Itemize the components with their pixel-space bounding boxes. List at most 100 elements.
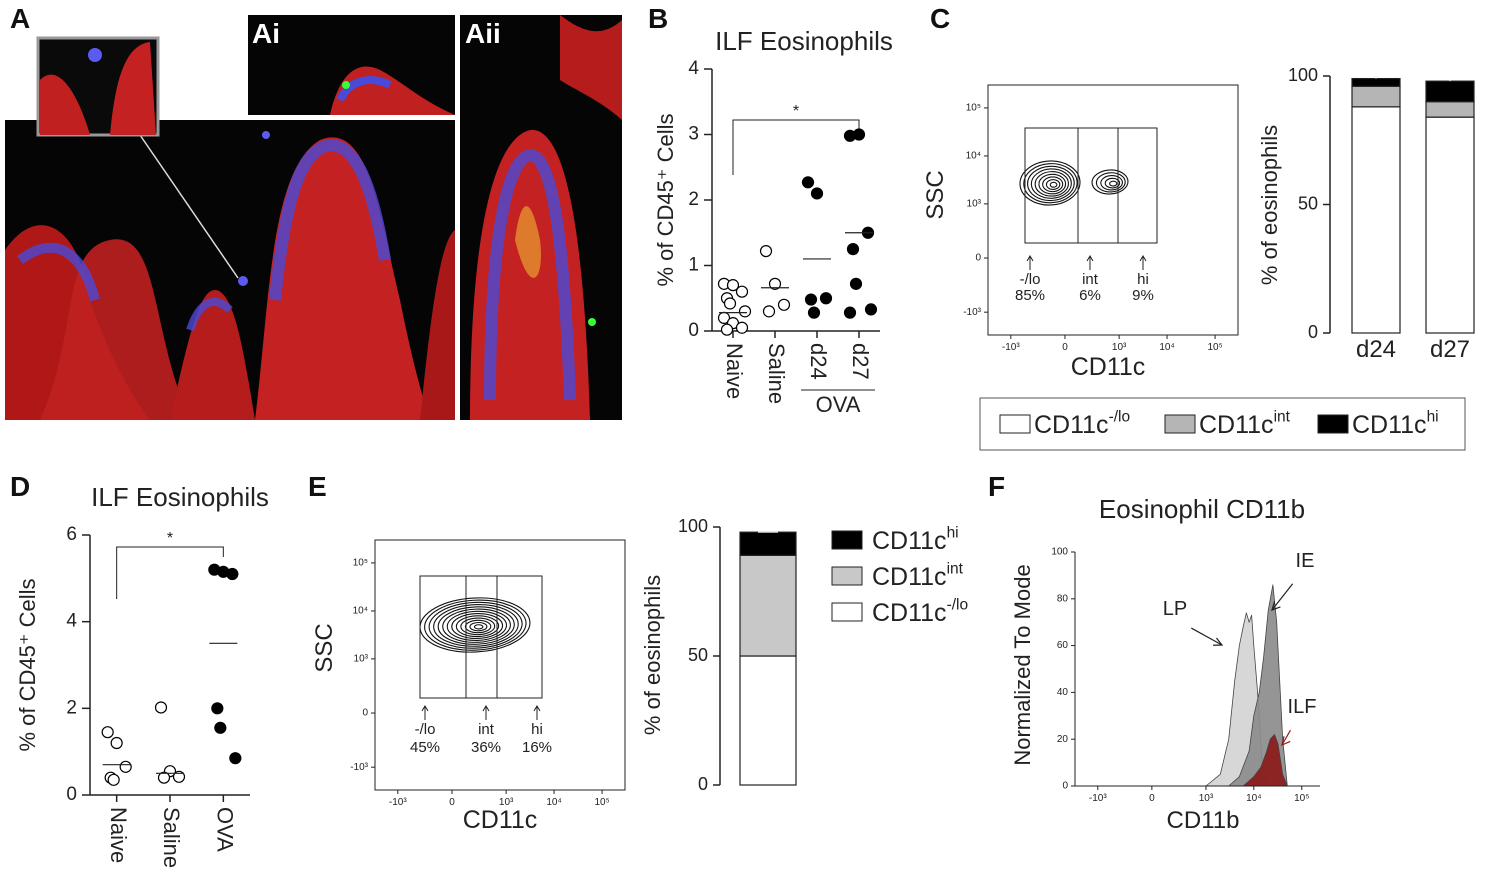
x-tick-label: Saline [159,807,184,868]
contour [1095,172,1126,193]
legend-swatch [1317,414,1349,434]
series-label: ILF [1288,696,1317,718]
contour [1109,180,1118,187]
x-tick-label: d24 [806,343,831,380]
y-axis-label: % of CD45⁺ Cells [653,113,678,286]
data-point [762,305,776,318]
y-tick-label: 0 [698,774,708,794]
x-tick-label: 0 [1062,342,1068,353]
legend-superscript: hi [947,524,959,541]
arrow-head [1213,637,1224,646]
y-axis-label: SSC [922,170,949,219]
x-tick-label: Saline [764,343,789,404]
group-label: OVA [816,392,861,417]
data-point [864,303,878,316]
y-tick-label: 0 [688,320,699,341]
data-point [110,736,123,750]
data-point [720,323,734,336]
x-tick-label: -10³ [1002,342,1020,353]
arrow [1191,627,1223,646]
chart-title: ILF Eosinophils [91,482,269,512]
data-point [172,770,186,783]
bar-segment [1351,85,1401,108]
y-tick-label: 50 [688,645,708,665]
significance-bracket [116,546,224,599]
contour [1027,165,1075,202]
legend-swatch [1164,414,1196,434]
contour [424,599,527,651]
bar-segment [1351,106,1401,334]
y-axis-label: Normalized To Mode [1010,564,1035,765]
data-point [214,721,227,734]
legend-superscript: int [1274,408,1291,425]
chart-title: Eosinophil CD11b [1099,494,1305,524]
panel-label: Aii [465,18,501,49]
arrow-head [533,705,541,712]
contour [1091,169,1129,195]
y-tick-label: 10⁴ [966,151,981,162]
y-tick-label: 60 [1057,640,1069,651]
legend-label: CD11cint [1199,408,1291,438]
bar-segment [1425,101,1475,118]
contour [1042,176,1064,193]
y-tick-label: 10⁵ [353,558,368,569]
y-axis-label: SSC [311,623,338,672]
arrow [1271,583,1294,611]
y-tick-label: 2 [688,189,699,210]
contour [455,615,500,638]
legend-name: CD11c [1199,411,1274,439]
panel-label: Ai [252,18,280,49]
legend-swatch [999,414,1031,434]
legend-swatch [831,566,863,586]
legend-label: CD11c-/lo [872,596,968,626]
legend-name: CD11c [1352,411,1427,439]
gate-label: -/lo [1020,271,1041,288]
data-point [819,292,833,305]
legend-name: CD11c [872,527,947,555]
gate-percent: 36% [471,739,501,756]
contour [473,624,484,630]
bar-segment [739,655,797,786]
data-point [211,702,224,715]
y-axis-label: % of CD45⁺ Cells [15,578,40,751]
x-tick-label: 10⁵ [594,797,609,808]
bar-segment [1425,116,1475,334]
panel-label: F [988,471,1005,502]
contour [1104,177,1121,189]
x-axis-label: CD11c [1071,353,1146,381]
data-point [846,243,860,256]
data-point [810,187,824,200]
y-tick-label: 4 [688,58,699,79]
panel-label: C [930,3,950,34]
y-tick-label: 2 [66,697,77,718]
legend-swatch [831,602,863,622]
data-point [723,297,737,310]
legend-frame [979,397,1466,451]
series-label: IE [1296,550,1315,572]
data-point [735,321,749,334]
legend-label: CD11cint [872,560,964,590]
contour [442,608,511,643]
gate-label: -/lo [415,721,436,738]
significance-label: * [167,530,173,547]
data-point [154,701,168,714]
x-tick-label: 10⁴ [1246,793,1261,804]
y-tick-label: 0 [1062,781,1068,792]
y-tick-label: 4 [66,611,77,632]
data-point [735,285,749,298]
gate-percent: 45% [410,739,440,756]
gate-label: int [1082,271,1099,288]
x-tick-label: d27 [1430,336,1470,363]
x-tick-label: 10⁴ [1159,342,1174,353]
arrow-head [1281,736,1291,747]
panel-label: A [10,3,30,34]
y-tick-label: 20 [1057,734,1069,745]
contour [464,619,492,634]
y-tick-label: 100 [678,516,708,536]
legend-label: CD11chi [872,524,959,554]
gate-percent: 85% [1015,287,1045,304]
y-tick-label: 0 [1308,322,1318,342]
arrow-head [1026,255,1034,262]
data-point [226,567,239,581]
